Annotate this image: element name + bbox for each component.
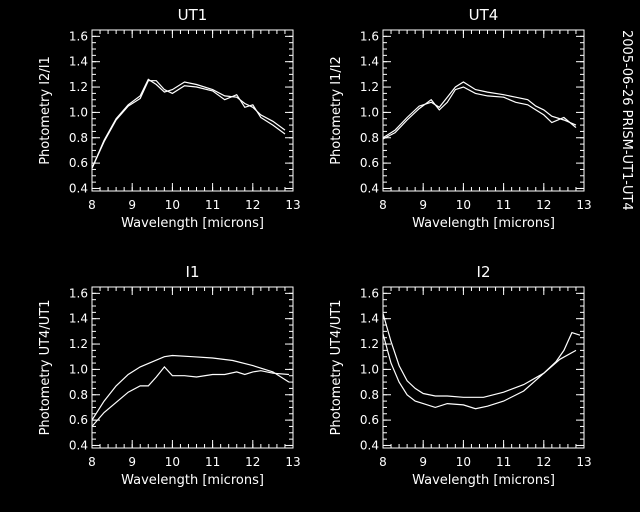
series-line	[91, 354, 290, 421]
y-tick-label: 1.2	[69, 337, 88, 351]
y-tick-label: 0.6	[360, 413, 379, 427]
y-tick-label: 0.8	[69, 131, 88, 145]
x-tick-label: 12	[245, 455, 260, 469]
series-line	[382, 81, 577, 139]
y-tick-label: 0.4	[69, 181, 88, 195]
x-tick-label: 9	[419, 455, 427, 469]
y-tick-label: 1.2	[69, 80, 88, 94]
y-axis-label: Photometry I1/I2	[329, 56, 344, 165]
y-axis-label: Photometry UT4/UT1	[38, 300, 53, 436]
chart-title: UT1	[178, 6, 208, 24]
x-tick-label: 11	[205, 198, 220, 212]
x-tick-label: 9	[128, 455, 136, 469]
plot-frame	[382, 29, 585, 192]
series-line	[382, 331, 581, 410]
x-tick-label: 13	[576, 455, 591, 469]
x-tick-label: 11	[496, 198, 511, 212]
y-tick-label: 1.0	[69, 105, 88, 119]
y-tick-label: 0.6	[69, 413, 88, 427]
y-tick-label: 0.4	[360, 438, 379, 452]
side-label: 2005-06-26 PRISM-UT1-UT4	[619, 30, 634, 211]
x-tick-label: 12	[536, 455, 551, 469]
y-tick-label: 0.4	[69, 438, 88, 452]
y-tick-label: 0.8	[360, 388, 379, 402]
y-tick-label: 0.4	[360, 181, 379, 195]
x-tick-label: 10	[456, 455, 471, 469]
x-tick-label: 8	[88, 198, 96, 212]
series-line	[91, 365, 290, 427]
x-tick-label: 12	[245, 198, 260, 212]
y-tick-label: 0.6	[69, 156, 88, 170]
y-tick-label: 1.6	[360, 286, 379, 300]
chart-title: I1	[186, 263, 200, 281]
x-tick-label: 8	[379, 198, 387, 212]
chart-panel: 8 9 10 11 12 13 0.4 0.6 0.8 1.0 1.2 1.4 1.6 I1 Wavelen…	[38, 263, 301, 488]
plot-frame	[382, 286, 585, 449]
x-tick-label: 10	[456, 198, 471, 212]
x-tick-label: 12	[536, 198, 551, 212]
x-axis-label: Wavelength [microns]	[121, 473, 264, 488]
x-tick-label: 11	[496, 455, 511, 469]
x-tick-label: 13	[285, 455, 300, 469]
x-axis-label: Wavelength [microns]	[412, 216, 555, 231]
y-tick-label: 1.4	[69, 312, 88, 326]
y-tick-label: 1.6	[360, 29, 379, 43]
y-tick-label: 1.4	[69, 55, 88, 69]
x-tick-label: 8	[379, 455, 387, 469]
chart-panel: 8 9 10 11 12 13 0.4 0.6 0.8 1.0 1.2 1.4 1.6 UT1 Wavele…	[38, 6, 301, 231]
series-line	[91, 78, 286, 169]
y-tick-label: 1.0	[360, 362, 379, 376]
y-tick-label: 0.8	[360, 131, 379, 145]
y-tick-label: 1.4	[360, 312, 379, 326]
chart-panel: 8 9 10 11 12 13 0.4 0.6 0.8 1.0 1.2 1.4 1.6 I2 Wavelen…	[329, 263, 592, 488]
y-tick-label: 1.0	[69, 362, 88, 376]
y-tick-label: 0.6	[360, 156, 379, 170]
plot-frame	[91, 29, 294, 192]
series-line	[382, 313, 577, 398]
y-tick-label: 1.2	[360, 337, 379, 351]
x-tick-label: 8	[88, 455, 96, 469]
series-line	[382, 86, 577, 140]
x-tick-label: 10	[165, 455, 180, 469]
x-axis-label: Wavelength [microns]	[412, 473, 555, 488]
y-axis-label: Photometry I2/I1	[38, 56, 53, 165]
x-tick-label: 9	[128, 198, 136, 212]
y-axis-label: Photometry UT4/UT1	[329, 300, 344, 436]
y-tick-label: 1.6	[69, 286, 88, 300]
chart-panel: 8 9 10 11 12 13 0.4 0.6 0.8 1.0 1.2 1.4 1.6 UT4 Wavele…	[329, 6, 592, 231]
plot-frame	[91, 286, 294, 449]
y-tick-label: 1.2	[360, 80, 379, 94]
series-line	[91, 80, 286, 169]
chart-title: UT4	[469, 6, 499, 24]
y-tick-label: 1.6	[69, 29, 88, 43]
x-tick-label: 13	[285, 198, 300, 212]
x-tick-label: 13	[576, 198, 591, 212]
x-tick-label: 11	[205, 455, 220, 469]
y-tick-label: 1.0	[360, 105, 379, 119]
y-tick-label: 1.4	[360, 55, 379, 69]
chart-title: I2	[477, 263, 491, 281]
x-tick-label: 9	[419, 198, 427, 212]
y-tick-label: 0.8	[69, 388, 88, 402]
x-axis-label: Wavelength [microns]	[121, 216, 264, 231]
x-tick-label: 10	[165, 198, 180, 212]
